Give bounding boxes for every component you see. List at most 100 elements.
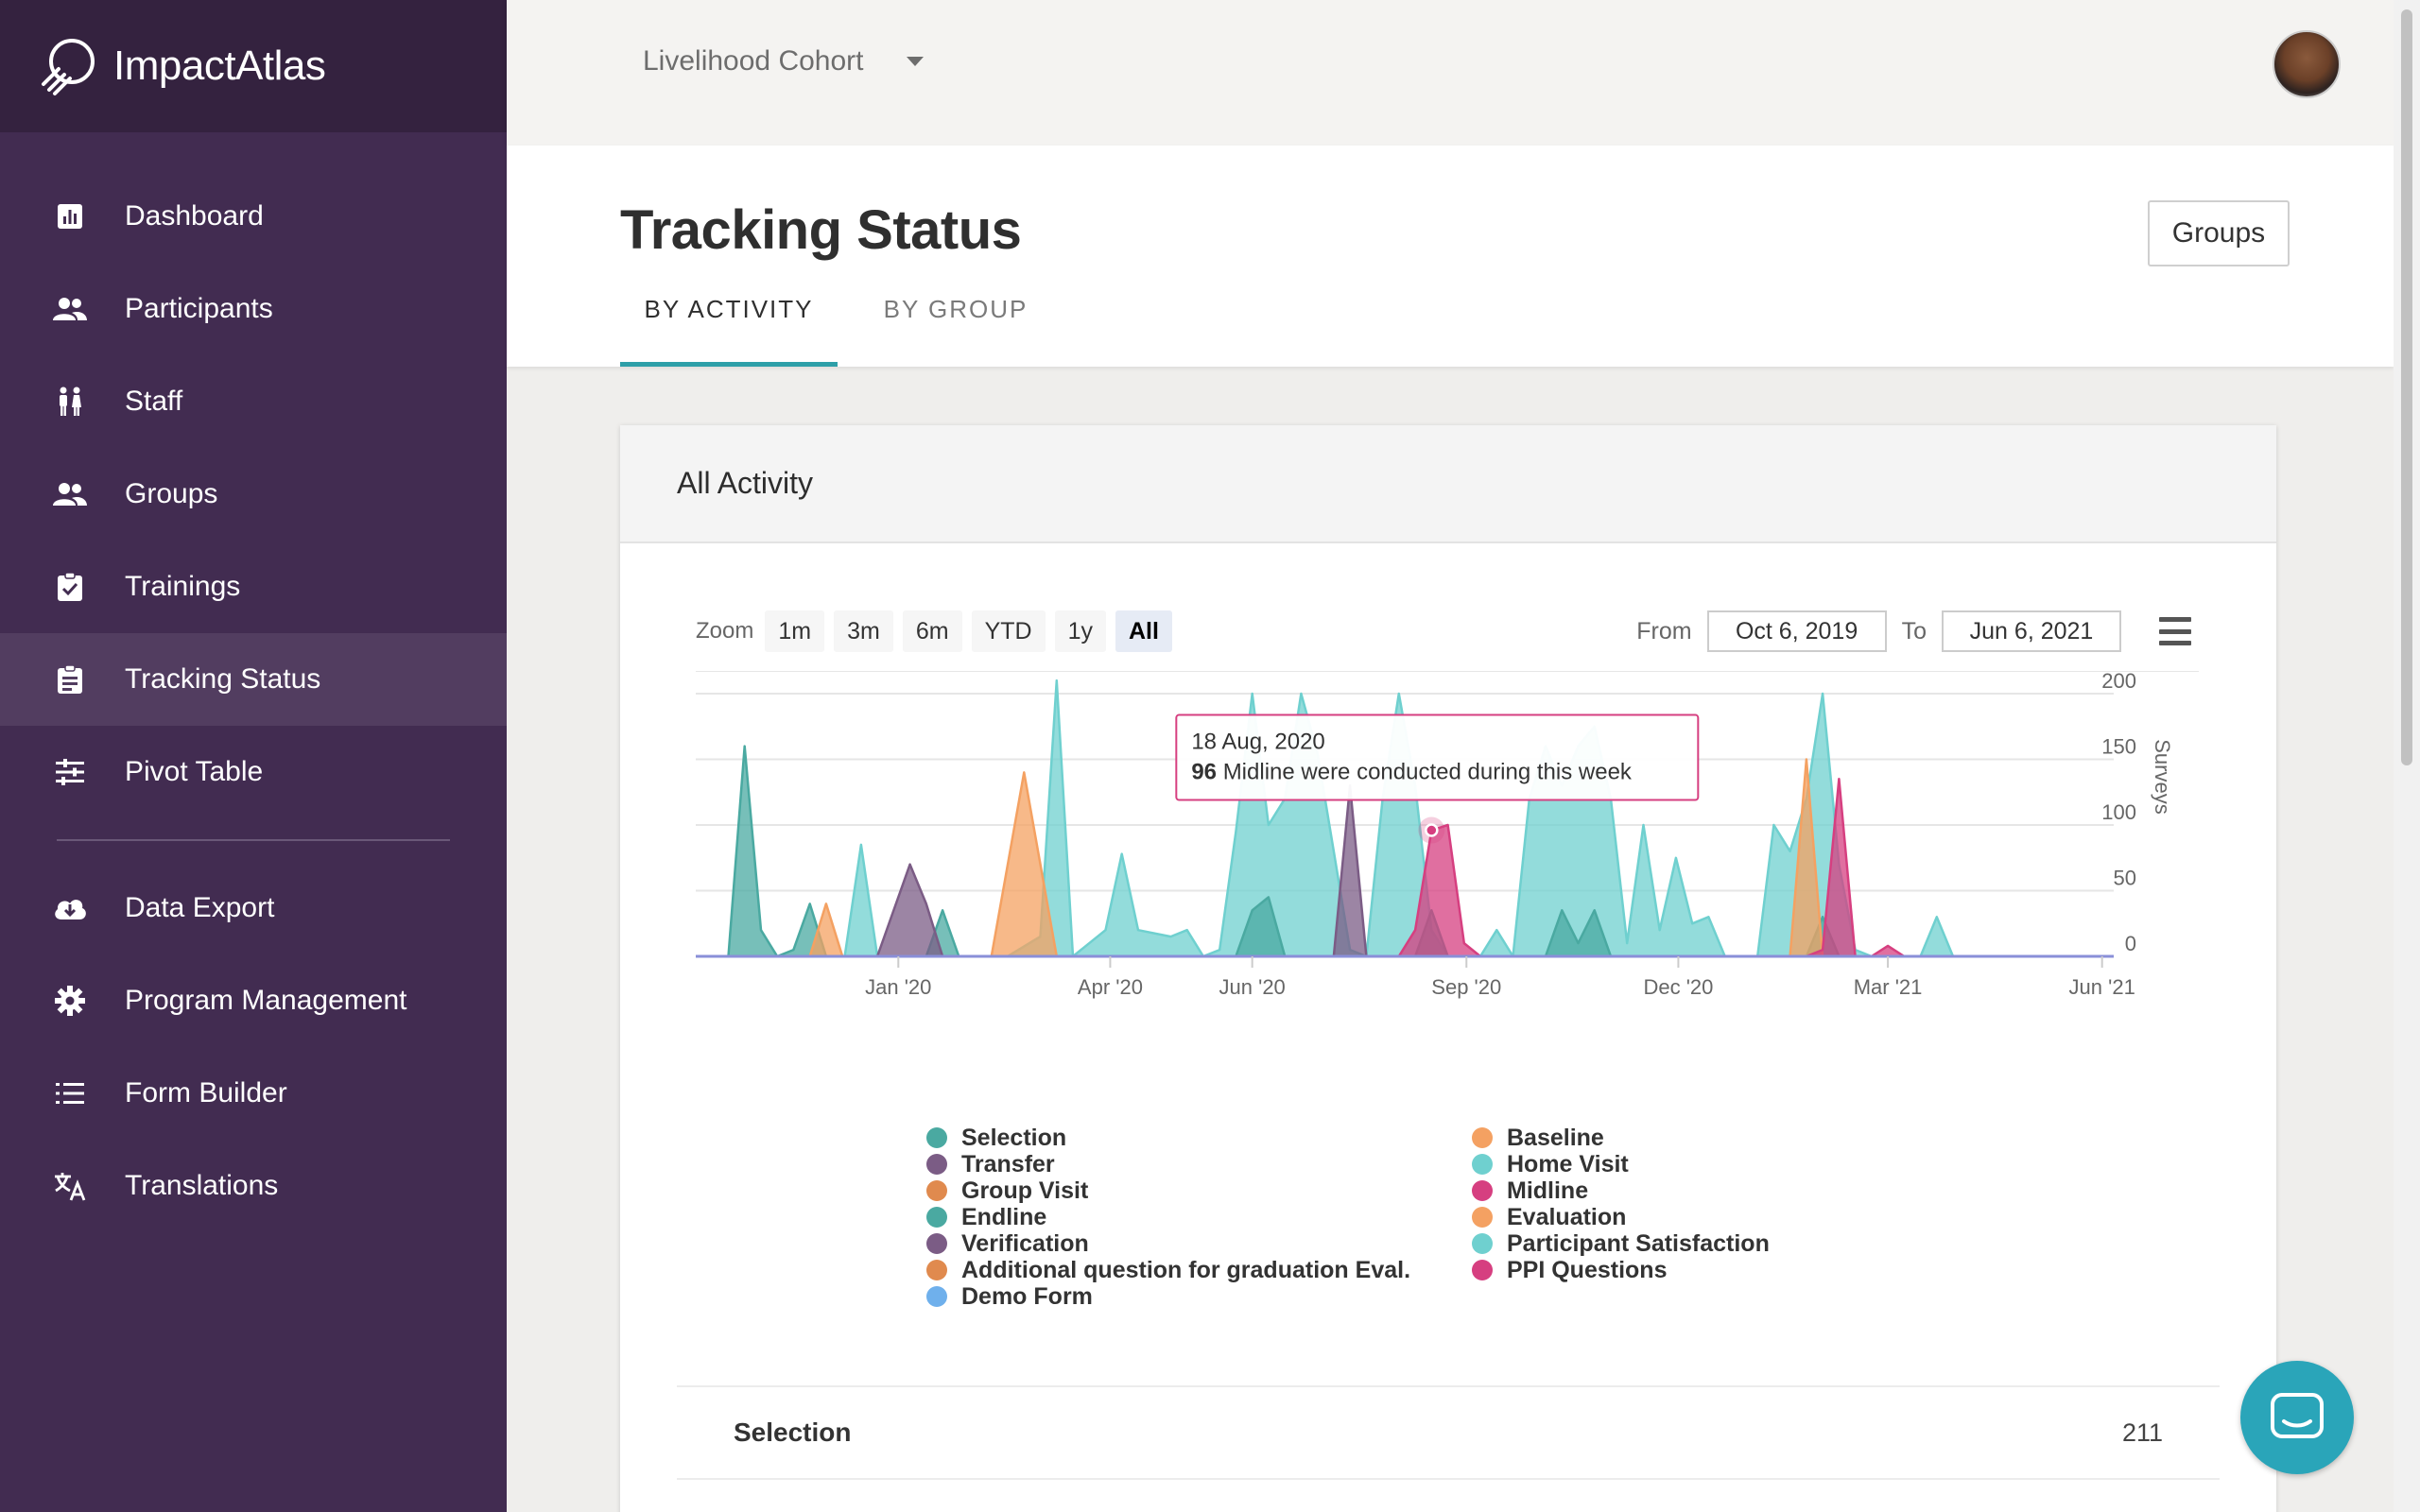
sidebar: ImpactAtlas Dashboard Participants Staff…: [0, 0, 507, 1512]
zoom-ytd-button[interactable]: YTD: [971, 610, 1046, 652]
sidebar-item-form-builder[interactable]: Form Builder: [0, 1047, 507, 1140]
legend-swatch: [1472, 1154, 1493, 1175]
legend-item[interactable]: Selection: [926, 1125, 1410, 1151]
y-tick-label: 100: [2101, 800, 2136, 824]
y-tick-label: 150: [2101, 735, 2136, 759]
sidebar-item-dashboard[interactable]: Dashboard: [0, 170, 507, 263]
sidebar-item-label: Groups: [125, 478, 218, 509]
avatar[interactable]: [2273, 30, 2341, 98]
y-tick-label: 200: [2101, 671, 2136, 693]
chat-launcher-button[interactable]: [2240, 1361, 2354, 1474]
brand[interactable]: ImpactAtlas: [0, 0, 507, 132]
page-title: Tracking Status: [620, 199, 1022, 261]
legend-item[interactable]: Additional question for graduation Eval.: [926, 1257, 1410, 1283]
sidebar-item-label: Staff: [125, 386, 183, 417]
legend-label: Demo Form: [961, 1282, 1093, 1310]
from-date-input[interactable]: Oct 6, 2019: [1706, 610, 1887, 652]
sidebar-item-participants[interactable]: Participants: [0, 263, 507, 355]
zoom-1m-button[interactable]: 1m: [765, 610, 825, 652]
legend-swatch: [926, 1127, 947, 1148]
legend-label: Selection: [961, 1124, 1067, 1151]
sidebar-item-label: Participants: [125, 293, 273, 324]
sidebar-item-data-export[interactable]: Data Export: [0, 862, 507, 954]
legend-label: Endline: [961, 1203, 1047, 1230]
sidebar-nav: Dashboard Participants Staff Groups Trai…: [0, 132, 507, 1232]
y-tick-label: 50: [2114, 867, 2136, 890]
legend-item[interactable]: Evaluation: [1472, 1204, 1770, 1230]
x-tick-label: Jun '20: [1219, 975, 1286, 999]
tab-by-activity[interactable]: BY ACTIVITY: [620, 295, 838, 367]
list-icon: [53, 1076, 87, 1110]
sidebar-item-program-management[interactable]: Program Management: [0, 954, 507, 1047]
zoom-label: Zoom: [696, 618, 754, 644]
legend-label: Baseline: [1507, 1124, 1604, 1151]
sidebar-item-label: Program Management: [125, 985, 407, 1016]
sidebar-item-label: Trainings: [125, 571, 241, 602]
legend-swatch: [926, 1180, 947, 1201]
to-date-input[interactable]: Jun 6, 2021: [1942, 610, 2121, 652]
x-tick-label: Mar '21: [1854, 975, 1923, 999]
legend-item[interactable]: Participant Satisfaction: [1472, 1230, 1770, 1257]
legend-label: Midline: [1507, 1177, 1589, 1204]
cohort-selector[interactable]: Livelihood Cohort: [643, 45, 925, 77]
legend-item[interactable]: Midline: [1472, 1177, 1770, 1204]
legend-item[interactable]: Demo Form: [926, 1283, 1410, 1310]
legend-item[interactable]: Group Visit: [926, 1177, 1410, 1204]
legend-column-1: Selection Transfer Group Visit Endline Verif…: [926, 1125, 1410, 1310]
translate-icon: [53, 1169, 87, 1203]
scrollbar[interactable]: [2394, 0, 2420, 1512]
zoom-all-button[interactable]: All: [1115, 610, 1172, 652]
sidebar-item-label: Form Builder: [125, 1077, 287, 1108]
legend-item[interactable]: Verification: [926, 1230, 1410, 1257]
legend-swatch: [1472, 1180, 1493, 1201]
legend-item[interactable]: Transfer: [926, 1151, 1410, 1177]
staff-icon: [53, 385, 87, 419]
chat-icon: [2271, 1393, 2324, 1438]
zoom-3m-button[interactable]: 3m: [834, 610, 893, 652]
legend-swatch: [1472, 1127, 1493, 1148]
zoom-controls: Zoom 1m 3m 6m YTD 1y All: [696, 610, 1182, 652]
zoom-1y-button[interactable]: 1y: [1054, 610, 1106, 652]
page-header: Tracking Status Groups BY ACTIVITY BY GR…: [507, 146, 2394, 367]
sliders-icon: [53, 755, 87, 789]
sidebar-item-label: Tracking Status: [125, 663, 321, 695]
from-label: From: [1636, 617, 1692, 644]
gear-icon: [53, 984, 87, 1018]
sidebar-item-groups[interactable]: Groups: [0, 448, 507, 541]
legend-item[interactable]: Baseline: [1472, 1125, 1770, 1151]
tab-by-group[interactable]: BY GROUP: [883, 295, 1028, 323]
x-tick-label: Apr '20: [1078, 975, 1143, 999]
clipboard-check-icon: [53, 570, 87, 604]
legend-swatch: [1472, 1260, 1493, 1280]
chart-menu-icon[interactable]: [2159, 617, 2191, 645]
cloud-download-icon: [53, 891, 87, 925]
legend-column-2: Baseline Home Visit Midline Evaluation Parti…: [1472, 1125, 1770, 1283]
sidebar-item-pivot-table[interactable]: Pivot Table: [0, 726, 507, 818]
legend-item[interactable]: Endline: [926, 1204, 1410, 1230]
y-axis-title: Surveys: [2151, 739, 2174, 814]
series-area-endline: [727, 745, 1841, 958]
people-icon: [53, 292, 87, 326]
groups-button[interactable]: Groups: [2148, 200, 2290, 266]
zoom-6m-button[interactable]: 6m: [902, 610, 962, 652]
x-tick-label: Dec '20: [1643, 975, 1713, 999]
legend-item[interactable]: Home Visit: [1472, 1151, 1770, 1177]
sidebar-item-trainings[interactable]: Trainings: [0, 541, 507, 633]
sidebar-item-translations[interactable]: Translations: [0, 1140, 507, 1232]
tooltip-box: [1175, 713, 1700, 801]
legend-label: Transfer: [961, 1150, 1055, 1177]
sidebar-item-staff[interactable]: Staff: [0, 355, 507, 448]
dashboard-icon: [53, 199, 87, 233]
scrollbar-thumb[interactable]: [2401, 9, 2412, 765]
legend-item[interactable]: PPI Questions: [1472, 1257, 1770, 1283]
x-tick-label: Sep '20: [1431, 975, 1501, 999]
legend-swatch: [926, 1260, 947, 1280]
brand-name: ImpactAtlas: [113, 43, 326, 89]
x-tick-label: Jan '20: [865, 975, 931, 999]
date-range: From Oct 6, 2019 To Jun 6, 2021: [1621, 610, 2191, 652]
y-tick-label: 0: [2125, 932, 2136, 955]
chevron-down-icon: [907, 57, 925, 66]
summary-row[interactable]: Selection 211: [677, 1385, 2220, 1480]
tooltip-date: 18 Aug, 2020: [1191, 730, 1324, 755]
sidebar-item-tracking-status[interactable]: Tracking Status: [0, 633, 507, 726]
